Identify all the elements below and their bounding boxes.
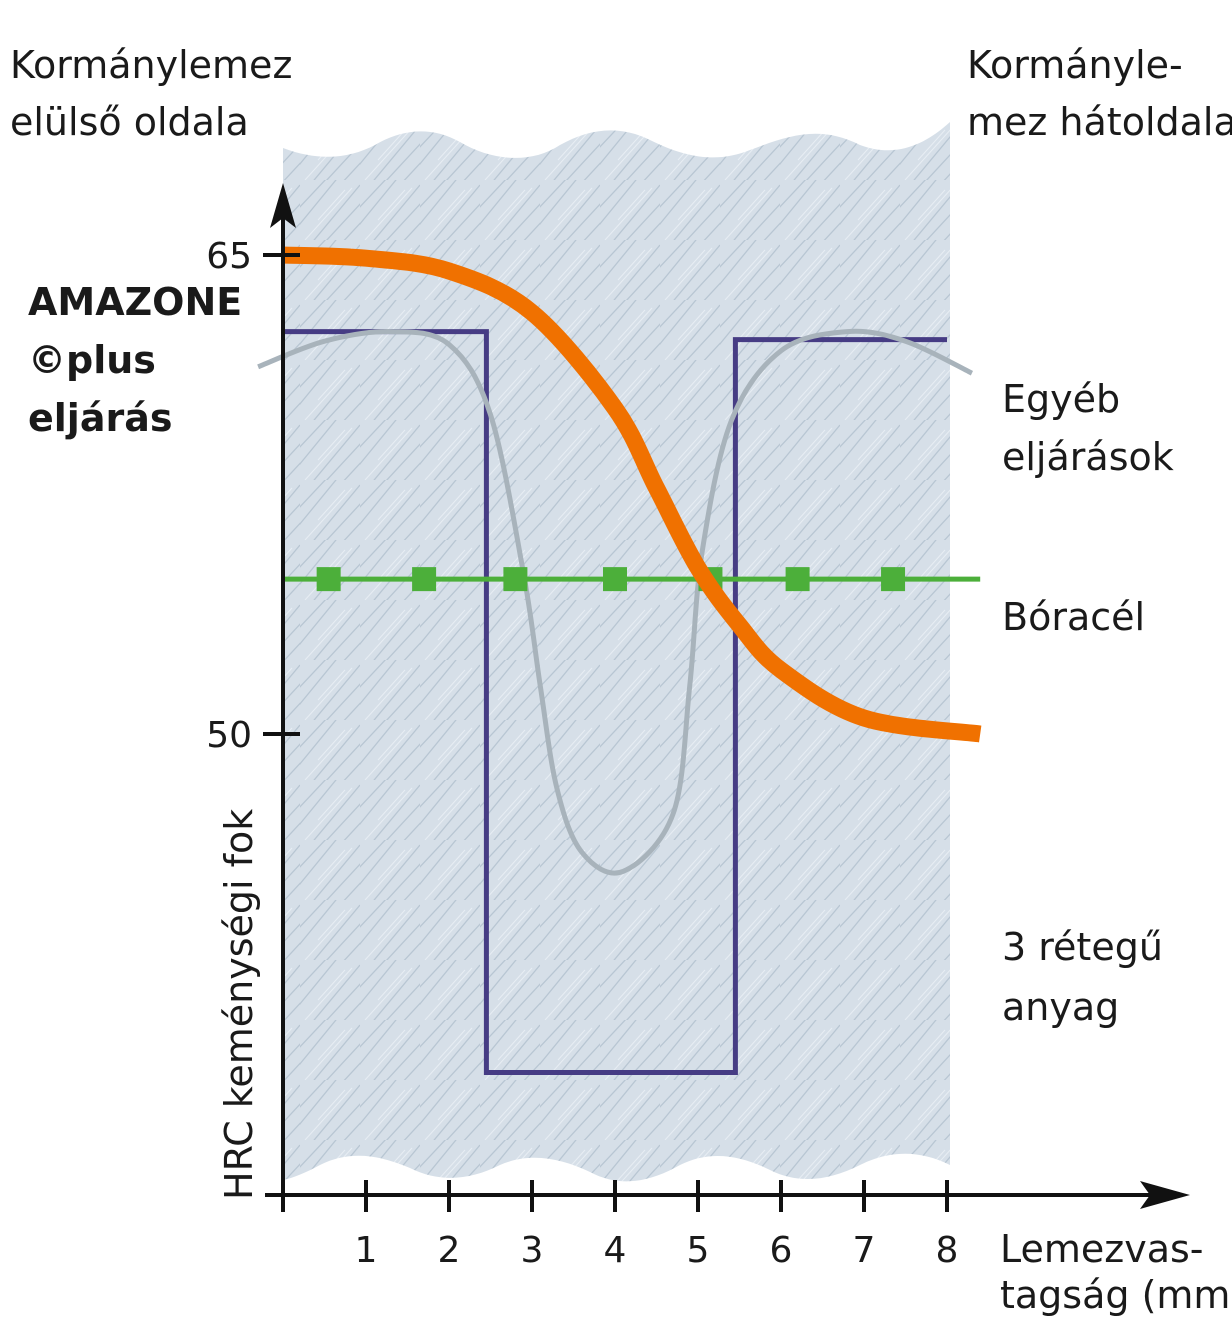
- other-methods-label-line1: Egyéb: [1002, 377, 1120, 421]
- x-axis-arrow-icon: [1140, 1181, 1190, 1209]
- x-tick-label: 4: [604, 1230, 627, 1271]
- y-axis-arrow-icon: [270, 183, 296, 228]
- three-layer-label-line2: anyag: [1002, 985, 1119, 1029]
- back-side-label-line2: mez hátoldala: [967, 100, 1232, 144]
- x-tick-label: 6: [770, 1230, 793, 1271]
- plate-background: [283, 122, 950, 1182]
- x-axis-label-line1: Lemezvas-: [1000, 1227, 1204, 1271]
- axes: [265, 183, 1190, 1209]
- series-layer: [257, 246, 982, 1075]
- ticks: 1 2 3 4 5 6 7 8 50 65: [206, 236, 958, 1271]
- boron-steel-marker: [881, 567, 906, 592]
- boron-steel-marker: [412, 567, 437, 592]
- three-layer-label-line1: 3 rétegű: [1002, 925, 1163, 969]
- boron-steel-marker: [603, 567, 627, 592]
- series-line-amazone: [282, 246, 982, 743]
- boron-steel-marker: [785, 567, 810, 592]
- x-tick-label: 7: [853, 1230, 876, 1271]
- x-tick-label: 8: [936, 1230, 959, 1271]
- series-line-three-layer: [283, 329, 947, 1075]
- front-side-label-line2: elülső oldala: [10, 100, 249, 144]
- other-methods-label-line2: eljárások: [1002, 435, 1174, 479]
- x-tick-label: 3: [521, 1230, 544, 1271]
- x-tick-label: 5: [687, 1230, 710, 1271]
- x-tick-label: 2: [438, 1230, 461, 1271]
- boron-steel-marker: [503, 567, 528, 592]
- boron-steel-marker: [316, 567, 341, 592]
- boron-steel-label: Bóracél: [1002, 595, 1145, 639]
- amazone-label-line3: eljárás: [28, 396, 172, 440]
- y-axis-label: HRC keménységi fok: [217, 809, 261, 1200]
- x-axis-label-line2: tagság (mm): [1000, 1273, 1232, 1317]
- y-tick-label: 65: [206, 236, 252, 277]
- amazone-label-line1: AMAZONE: [28, 280, 242, 324]
- front-side-label-line1: Kormánylemez: [10, 43, 292, 87]
- x-tick-label: 1: [355, 1230, 378, 1271]
- series-line-other-methods: [257, 328, 973, 876]
- back-side-label-line1: Kormányle-: [967, 43, 1183, 87]
- y-tick-label: 50: [206, 715, 252, 756]
- amazone-label-line2: ©plus: [28, 338, 156, 382]
